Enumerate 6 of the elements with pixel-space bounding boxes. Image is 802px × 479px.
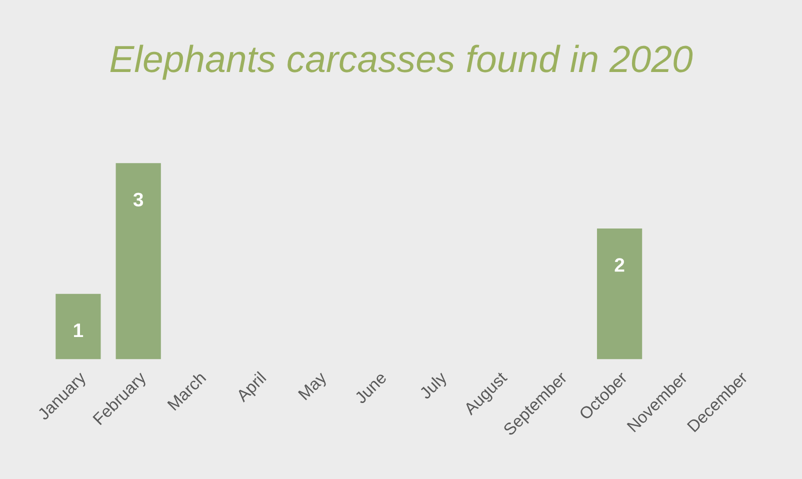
data-label: 1 [74,324,84,338]
x-tick-label: July [418,370,450,402]
data-label: 2 [614,258,624,272]
chart-title: Elephants carcasses found in 2020 [110,44,693,80]
data-label: 3 [133,192,144,206]
x-tick-label: May [298,370,330,403]
